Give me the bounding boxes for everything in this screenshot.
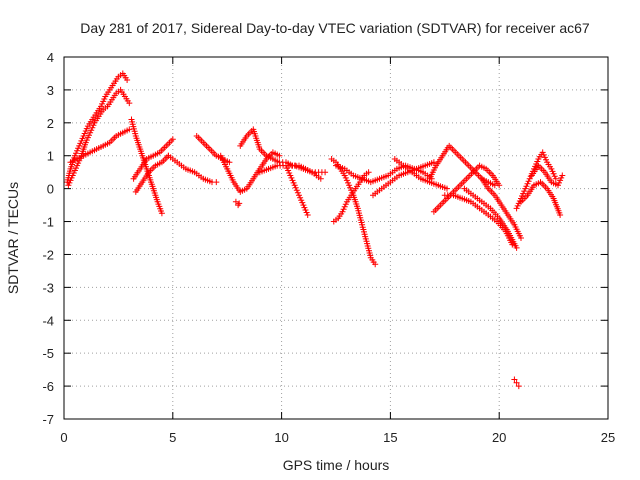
- point-markers: [64, 70, 131, 186]
- series-arc-m: [232, 198, 243, 209]
- y-tick-label: 3: [47, 83, 54, 98]
- point-markers: [528, 162, 566, 189]
- point-markers: [478, 175, 524, 241]
- series-arc-y: [518, 179, 564, 218]
- y-tick-label: -1: [42, 215, 54, 230]
- point-markers: [283, 162, 311, 218]
- y-tick-label: -3: [42, 280, 54, 295]
- point-markers: [518, 179, 564, 218]
- point-markers: [217, 149, 283, 195]
- series-arc-k: [256, 162, 324, 182]
- point-markers: [232, 198, 243, 209]
- point-markers: [193, 133, 233, 166]
- series-arc-c: [67, 126, 133, 166]
- point-markers: [65, 86, 133, 189]
- y-tick-label: -7: [42, 412, 54, 427]
- grid-lines: [64, 57, 608, 419]
- series-arc-w: [478, 175, 524, 241]
- plot-frame: [63, 56, 609, 420]
- point-markers: [391, 156, 450, 192]
- point-markers: [67, 126, 133, 166]
- x-tick-label: 15: [383, 430, 397, 445]
- point-markers: [256, 162, 324, 182]
- series-arc-b: [65, 86, 133, 189]
- series-arc-f: [132, 152, 172, 195]
- x-tick-label: 25: [601, 430, 615, 445]
- point-markers: [430, 162, 503, 215]
- series-arc-g: [165, 152, 220, 186]
- series-arc-a: [64, 70, 131, 186]
- point-markers: [165, 152, 220, 186]
- series-arc-o: [330, 169, 372, 225]
- series-arc-i: [217, 149, 283, 195]
- series-arc-l: [283, 162, 311, 218]
- y-tick-label: 4: [47, 50, 54, 65]
- y-tick-label: -6: [42, 379, 54, 394]
- series-arc-h: [193, 133, 233, 166]
- y-tick-label: 1: [47, 149, 54, 164]
- y-tick-label: 2: [47, 116, 54, 131]
- y-tick-label: 0: [47, 182, 54, 197]
- axis-ticks: 0 5 10 15 20 25 -7 -6 -5 -4 -3 -2 -1 0 1 2 3 4: [42, 50, 615, 445]
- point-markers: [370, 159, 437, 199]
- x-tick-label: 10: [274, 430, 288, 445]
- x-tick-label: 5: [169, 430, 176, 445]
- series-outlier: [511, 376, 522, 390]
- point-markers: [132, 152, 172, 195]
- series-arc-q: [370, 159, 437, 199]
- x-axis-label: GPS time / hours: [283, 457, 390, 473]
- x-tick-label: 20: [492, 430, 506, 445]
- y-tick-label: -4: [42, 313, 54, 328]
- series-arc-t: [430, 162, 503, 215]
- point-markers: [511, 376, 522, 390]
- series-arc-r: [391, 156, 450, 192]
- y-axis-label: SDTVAR / TECUs: [5, 182, 21, 294]
- point-markers: [130, 136, 176, 182]
- y-tick-label: -5: [42, 346, 54, 361]
- series-arc-e: [130, 136, 176, 182]
- series-arc-v: [461, 185, 520, 251]
- x-tick-label: 0: [60, 430, 67, 445]
- data-points: [64, 70, 566, 390]
- series-arc-z: [528, 162, 566, 189]
- y-tick-label: -2: [42, 247, 54, 262]
- chart-title: Day 281 of 2017, Sidereal Day-to-day VTE…: [80, 20, 590, 36]
- point-markers: [461, 185, 520, 251]
- point-markers: [330, 169, 372, 225]
